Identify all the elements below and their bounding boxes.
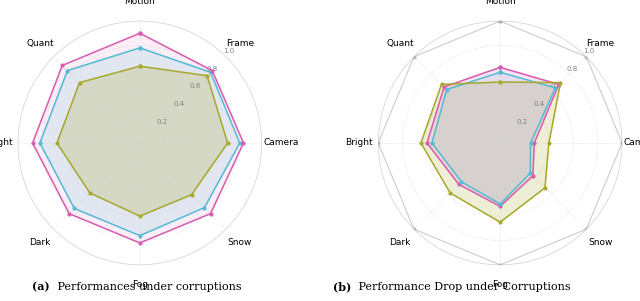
Text: (a): (a) [32, 281, 50, 292]
Text: (b): (b) [333, 281, 351, 292]
Polygon shape [40, 48, 240, 236]
Polygon shape [33, 33, 243, 243]
Text: Performances under corruptions: Performances under corruptions [54, 282, 242, 292]
Polygon shape [57, 66, 228, 216]
Polygon shape [432, 72, 556, 204]
Text: Performance Drop under Corruptions: Performance Drop under Corruptions [355, 282, 571, 292]
Polygon shape [427, 67, 559, 206]
Polygon shape [421, 82, 561, 222]
